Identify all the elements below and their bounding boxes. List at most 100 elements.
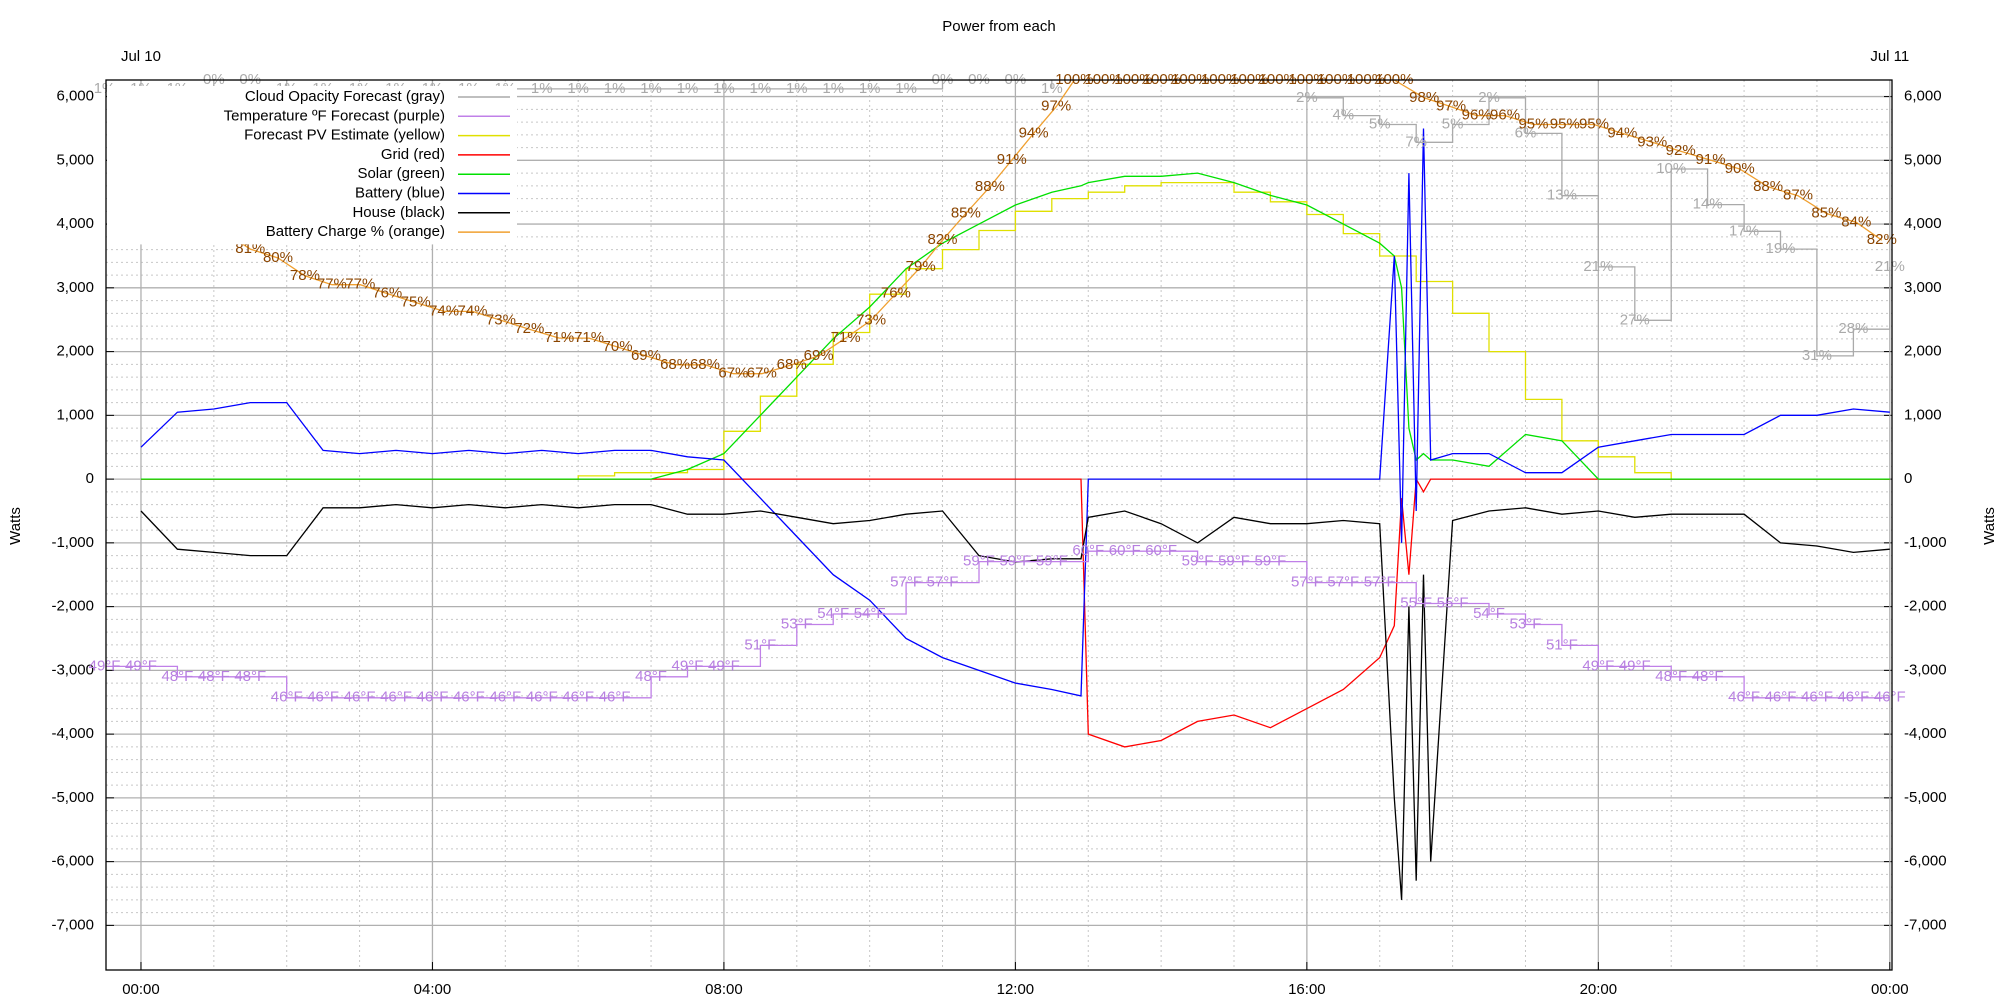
legend-label: Solar (green) (357, 165, 445, 182)
value-label: 46°F (599, 689, 631, 706)
value-label: 98% (1409, 89, 1439, 106)
y-tick-label: -2,000 (51, 598, 94, 615)
y2-tick-label: -5,000 (1904, 789, 1947, 806)
x-tick-label: 20:00 (1580, 981, 1618, 998)
value-label: 69% (804, 347, 834, 364)
value-label: 59°F (1182, 553, 1214, 570)
value-label: 49°F (1619, 657, 1651, 674)
value-label: 1% (1041, 80, 1063, 97)
y-tick-label: -6,000 (51, 853, 94, 870)
series-line (140, 128, 1890, 697)
value-label: 46°F (271, 689, 303, 706)
value-label: 59°F (999, 553, 1031, 570)
value-label: 92% (1666, 142, 1696, 159)
value-label: 54°F (854, 605, 886, 622)
value-label: 80% (263, 249, 293, 266)
value-label: 85% (951, 204, 981, 221)
value-label: 46°F (307, 689, 339, 706)
value-label: 46°F (526, 689, 558, 706)
value-label: 2% (1296, 89, 1318, 106)
value-label: 1% (604, 80, 626, 97)
y-tick-label: 5,000 (56, 151, 94, 168)
value-label: 4% (1332, 107, 1354, 124)
y2-tick-label: -1,000 (1904, 534, 1947, 551)
value-label: 57°F (1291, 574, 1323, 591)
legend-label: Temperature ºF Forecast (purple) (224, 107, 445, 124)
value-label: 51°F (744, 636, 776, 653)
legend-label: Forecast PV Estimate (yellow) (244, 127, 445, 144)
value-label: 48°F (161, 668, 193, 685)
y-tick-label: 2,000 (56, 343, 94, 360)
series-line (106, 550, 1890, 699)
series-line (141, 172, 1890, 480)
value-label: 78% (290, 267, 320, 284)
y2-tick-label: 6,000 (1904, 88, 1942, 105)
value-label: 68% (777, 356, 807, 373)
value-label: 74% (458, 302, 488, 319)
x-tick-label: 00:00 (1871, 981, 1909, 998)
value-label: 67% (747, 365, 777, 382)
value-label: 71% (574, 329, 604, 346)
value-label: 60°F (1072, 542, 1104, 559)
value-label: 59°F (1036, 553, 1068, 570)
value-label: 17% (1729, 222, 1759, 239)
legend-label: Grid (red) (381, 146, 445, 163)
value-label: 46°F (562, 689, 594, 706)
value-label: 1% (531, 80, 553, 97)
value-label: 46°F (453, 689, 485, 706)
value-label: 79% (906, 258, 936, 275)
value-label: 1% (713, 80, 735, 97)
y-tick-label: 1,000 (56, 406, 94, 423)
value-label: 69% (631, 347, 661, 364)
series-line (141, 181, 1890, 480)
value-label: 48°F (234, 668, 266, 685)
value-label: 13% (1547, 187, 1577, 204)
value-label: 27% (1620, 311, 1650, 328)
y2-tick-label: 4,000 (1904, 215, 1942, 232)
value-label: 46°F (1874, 689, 1906, 706)
value-label: 57°F (927, 574, 959, 591)
y-axis-label: Watts (7, 507, 24, 545)
value-label: 14% (1693, 196, 1723, 213)
series-line (106, 80, 1891, 357)
x-tick-label: 04:00 (414, 981, 452, 998)
y-tick-label: -7,000 (51, 916, 94, 933)
value-label: 5% (1369, 115, 1391, 132)
value-label: 87% (1783, 187, 1813, 204)
y-tick-label: 4,000 (56, 215, 94, 232)
y2-tick-label: -4,000 (1904, 725, 1947, 742)
y2-tick-label: 0 (1904, 470, 1912, 487)
legend-label: House (black) (352, 204, 445, 221)
value-label: 48°F (635, 668, 667, 685)
value-label: 2% (1478, 89, 1500, 106)
value-label: 46°F (344, 689, 376, 706)
y-tick-label: 6,000 (56, 88, 94, 105)
value-label: 84% (1841, 213, 1871, 230)
date-annotation: Jul 11 (1870, 48, 1909, 65)
value-label: 1% (640, 80, 662, 97)
value-label: 7% (1405, 133, 1427, 150)
value-label: 85% (1811, 204, 1841, 221)
series-line (140, 503, 1890, 900)
value-label: 31% (1802, 347, 1832, 364)
value-label: 19% (1765, 240, 1795, 257)
value-label: 82% (1867, 231, 1897, 248)
value-label: 82% (928, 231, 958, 248)
value-label: 1% (822, 80, 844, 97)
y2-tick-label: 2,000 (1904, 343, 1942, 360)
y2-tick-label: 1,000 (1904, 406, 1942, 423)
value-label: 49°F (672, 657, 704, 674)
value-label: 48°F (1692, 668, 1724, 685)
value-label: 57°F (1364, 574, 1396, 591)
value-label: 48°F (198, 668, 230, 685)
value-label: 1% (567, 80, 589, 97)
value-label: 53°F (1510, 615, 1542, 632)
value-label: 59°F (1255, 553, 1287, 570)
value-label: 75% (401, 293, 431, 310)
y2-tick-label: 3,000 (1904, 279, 1942, 296)
value-label: 6% (1515, 124, 1537, 141)
value-label: 91% (997, 151, 1027, 168)
value-label: 70% (603, 338, 633, 355)
value-label: 72% (514, 320, 544, 337)
